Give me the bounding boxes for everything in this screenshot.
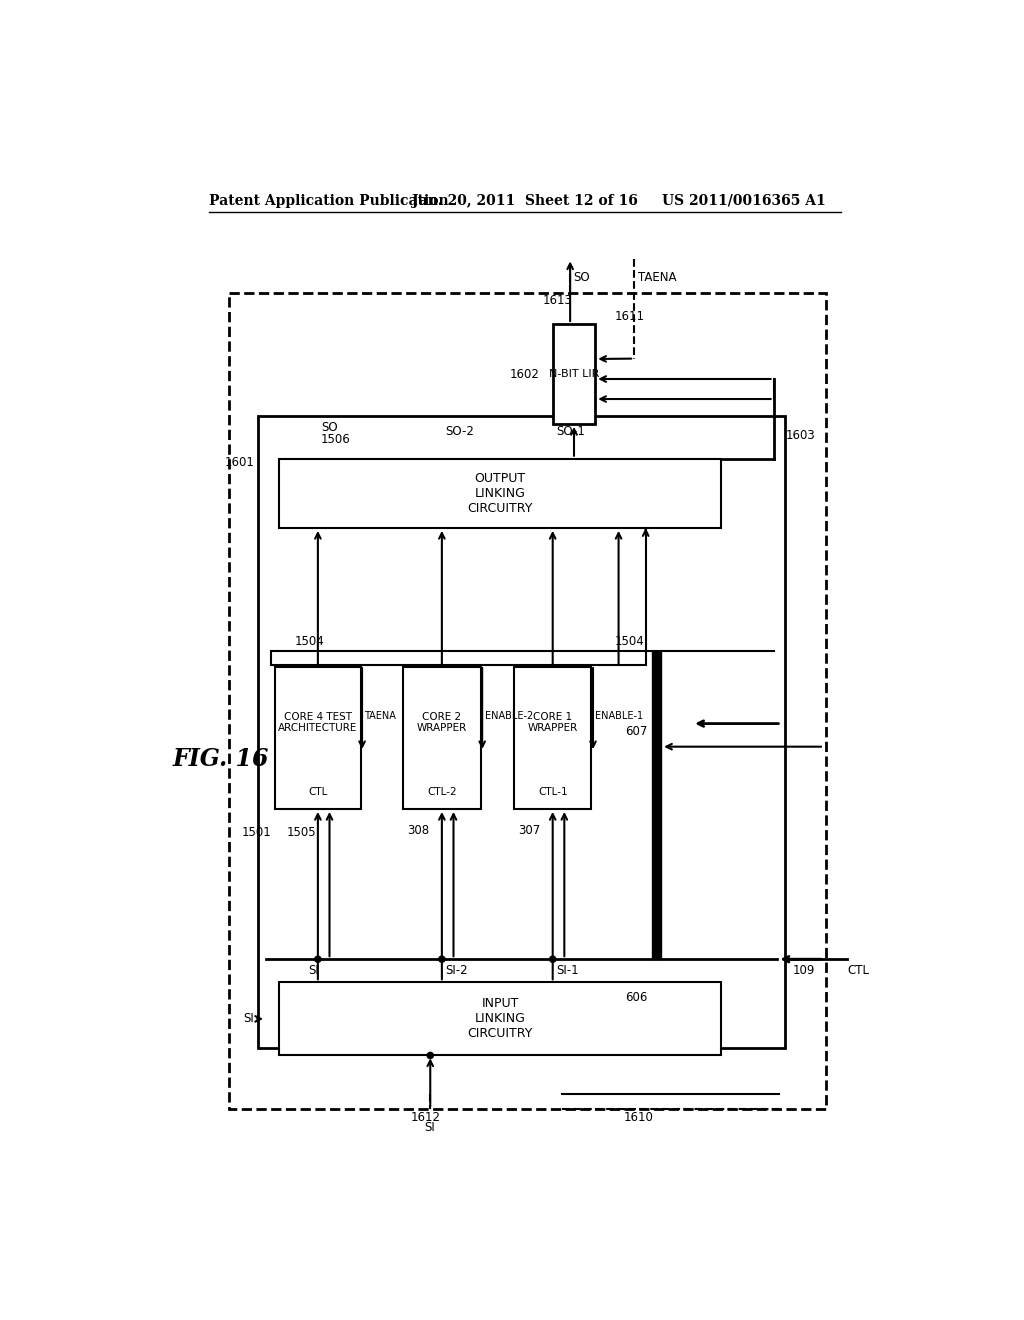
Text: 307: 307	[518, 824, 540, 837]
Text: CORE 2
WRAPPER: CORE 2 WRAPPER	[417, 711, 467, 733]
Text: 308: 308	[407, 824, 429, 837]
Text: CTL-2: CTL-2	[427, 787, 457, 797]
Text: 606: 606	[625, 991, 647, 1005]
Text: 1506: 1506	[321, 433, 351, 446]
Circle shape	[427, 1052, 433, 1059]
Text: SI: SI	[244, 1012, 254, 1026]
Text: SI: SI	[424, 1121, 435, 1134]
Text: Jan. 20, 2011  Sheet 12 of 16: Jan. 20, 2011 Sheet 12 of 16	[412, 194, 638, 207]
Text: SO-2: SO-2	[445, 425, 474, 438]
Text: Patent Application Publication: Patent Application Publication	[209, 194, 449, 207]
Text: CORE 1
WRAPPER: CORE 1 WRAPPER	[527, 711, 578, 733]
Text: 1504: 1504	[295, 635, 325, 648]
Text: SI-2: SI-2	[445, 964, 468, 977]
Text: ENABLE-1: ENABLE-1	[595, 711, 643, 722]
Text: SO: SO	[321, 421, 338, 434]
Text: INPUT
LINKING
CIRCUITRY: INPUT LINKING CIRCUITRY	[467, 998, 532, 1040]
Text: 1505: 1505	[287, 825, 316, 838]
Text: 607: 607	[625, 725, 647, 738]
Text: 1601: 1601	[224, 455, 254, 469]
Circle shape	[550, 956, 556, 962]
Text: TAENA: TAENA	[638, 271, 677, 284]
Circle shape	[314, 956, 321, 962]
Bar	[280, 459, 721, 528]
Bar	[280, 982, 721, 1056]
Bar	[553, 323, 595, 424]
Text: 1610: 1610	[624, 1110, 654, 1123]
Text: 1613: 1613	[543, 294, 572, 308]
Text: 109: 109	[793, 964, 815, 977]
Bar	[228, 293, 825, 1109]
Text: SO-1: SO-1	[556, 425, 585, 438]
Bar	[514, 667, 592, 809]
Text: 1602: 1602	[510, 367, 540, 380]
Text: FIG. 16: FIG. 16	[173, 747, 269, 771]
Text: 1501: 1501	[242, 825, 271, 838]
Text: CTL: CTL	[308, 787, 328, 797]
Text: 1612: 1612	[411, 1110, 441, 1123]
Text: US 2011/0016365 A1: US 2011/0016365 A1	[662, 194, 825, 207]
Text: 1603: 1603	[785, 429, 815, 442]
Text: SO: SO	[573, 271, 590, 284]
Bar	[271, 651, 646, 665]
Bar	[403, 667, 480, 809]
Text: CTL-1: CTL-1	[538, 787, 567, 797]
Bar	[275, 667, 360, 809]
Bar	[258, 416, 785, 1048]
Text: OUTPUT
LINKING
CIRCUITRY: OUTPUT LINKING CIRCUITRY	[467, 471, 532, 515]
Text: N-BIT LIR: N-BIT LIR	[549, 370, 599, 379]
Text: 1611: 1611	[614, 310, 645, 323]
Text: SI-1: SI-1	[556, 964, 579, 977]
Text: TAENA: TAENA	[365, 711, 396, 722]
Text: 1504: 1504	[614, 635, 644, 648]
Text: ENABLE-2: ENABLE-2	[484, 711, 532, 722]
Circle shape	[438, 956, 445, 962]
Text: SI: SI	[308, 964, 319, 977]
Text: CORE 4 TEST
ARCHITECTURE: CORE 4 TEST ARCHITECTURE	[279, 711, 357, 733]
Text: CTL: CTL	[847, 964, 869, 977]
Bar	[652, 651, 662, 960]
